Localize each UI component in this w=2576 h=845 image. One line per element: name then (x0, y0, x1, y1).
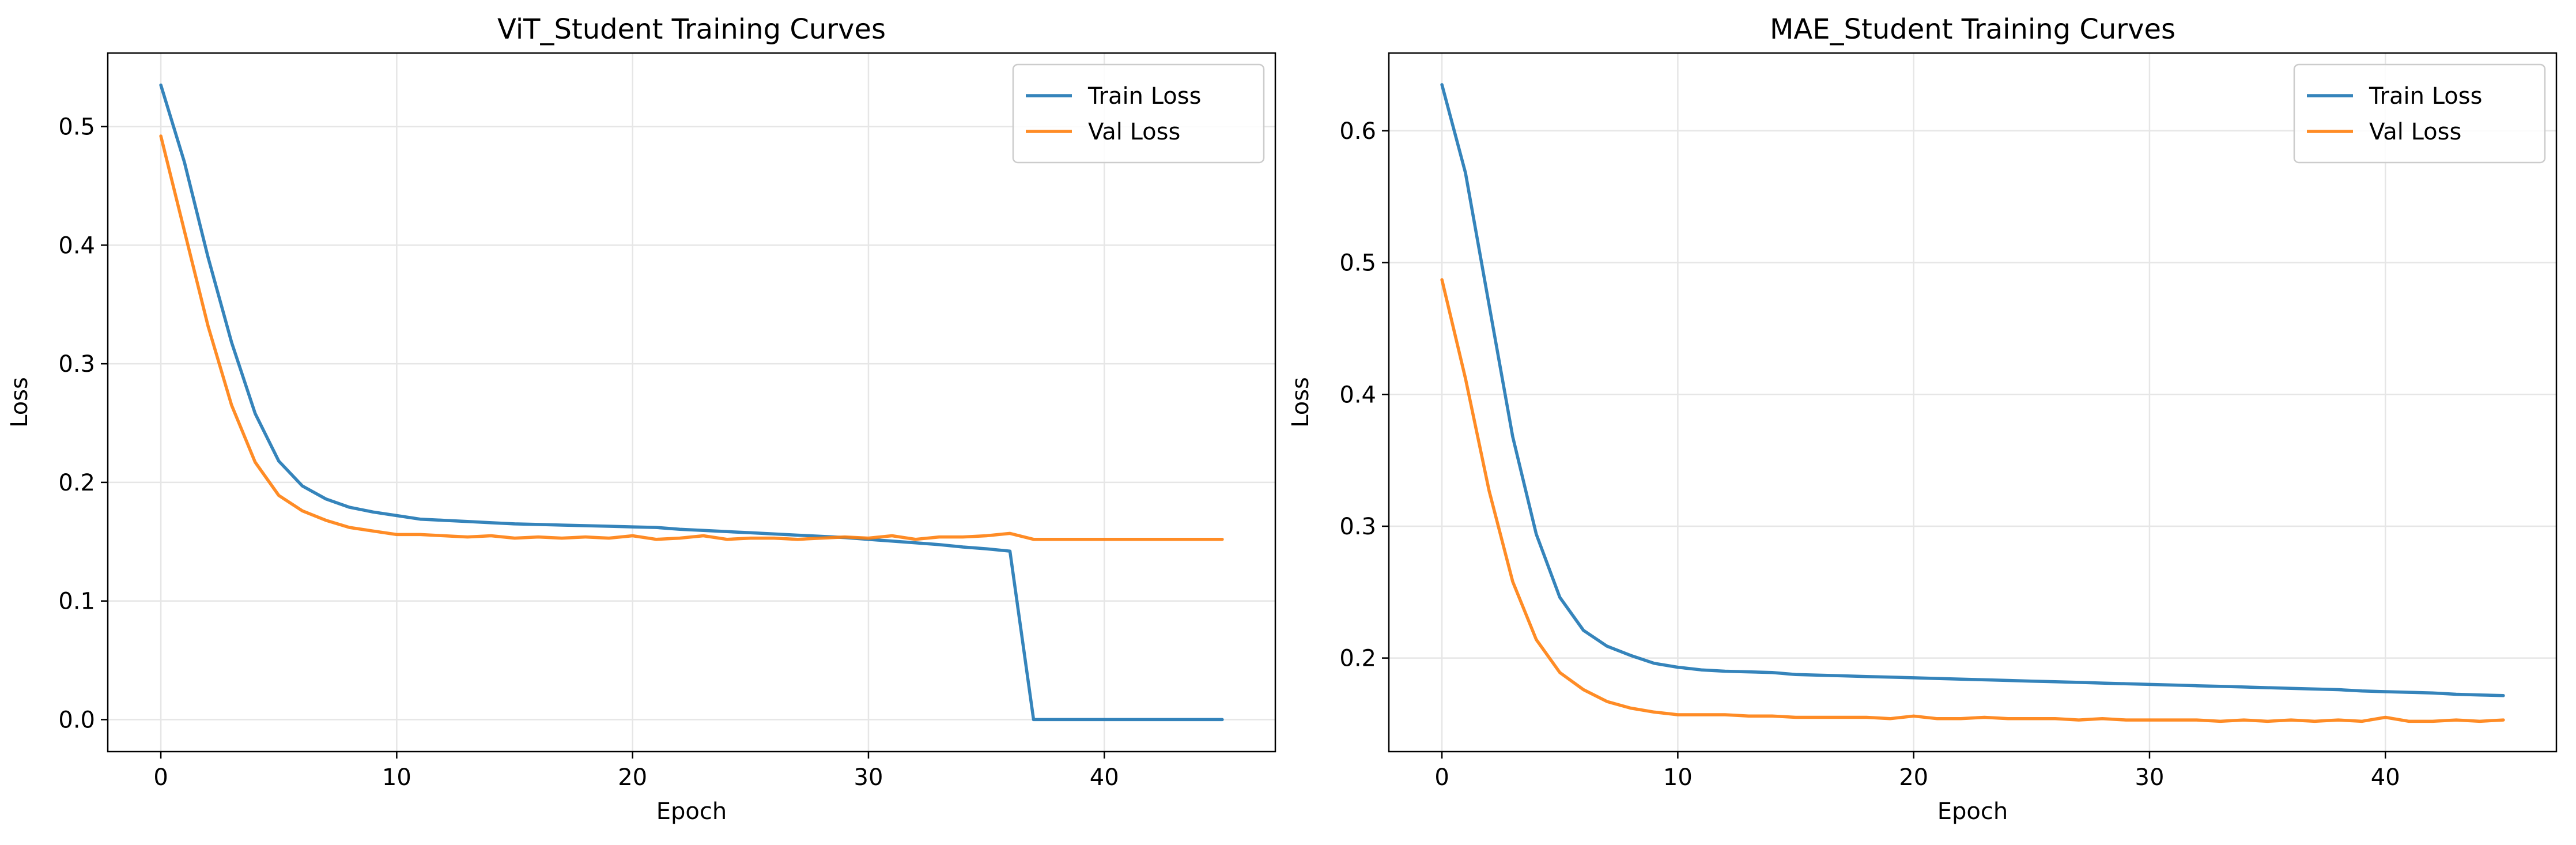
vit-student-x-tick-label-4: 40 (1090, 764, 1119, 791)
vit-student-x-axis-label: Epoch (656, 798, 727, 825)
vit-student-y-tick-label-1: 0.1 (58, 589, 95, 615)
mae-student-series-line-val-loss (1440, 278, 2505, 723)
mae-student-y-tick-label-3: 0.5 (1339, 250, 1376, 277)
vit-student-legend-label-val-loss: Val Loss (1088, 119, 1180, 145)
vit-student-plot-frame (107, 52, 1276, 753)
mae-student-legend: Train Loss Val Loss (2293, 63, 2546, 164)
mae-student-x-tick-label-2: 20 (1899, 764, 1928, 791)
mae-student-y-axis-label: Loss (1287, 377, 1314, 428)
mae-student-legend-box (2293, 63, 2546, 164)
vit-student-y-tick-label-2: 0.2 (58, 470, 95, 496)
mae-student-legend-label-train-loss: Train Loss (2369, 83, 2482, 110)
vit-student-y-axis-label: Loss (6, 377, 33, 428)
mae-student-chart: 0 10 20 30 40 0.2 0.3 0.4 0.5 0.6 MAE_Student Trai… (1287, 13, 2558, 825)
vit-student-legend-label-train-loss: Train Loss (1087, 83, 1201, 110)
mae-student-legend-label-val-loss: Val Loss (2369, 119, 2461, 145)
mae-student-series-line-train-loss (1440, 83, 2505, 697)
vit-student-legend: Train Loss Val Loss (1012, 63, 1265, 164)
vit-student-series-line-val-loss (159, 134, 1224, 541)
vit-student-legend-box (1012, 63, 1265, 164)
vit-student-x-tick-label-0: 0 (153, 764, 168, 791)
vit-student-y-tick-label-5: 0.5 (58, 114, 95, 141)
vit-student-y-tick-label-4: 0.4 (58, 232, 95, 259)
vit-student-y-tick-label-3: 0.3 (58, 351, 95, 378)
vit-student-chart-title: ViT_Student Training Curves (497, 13, 886, 46)
mae-student-y-tick-label-2: 0.4 (1339, 382, 1376, 408)
mae-student-chart-title: MAE_Student Training Curves (1770, 13, 2175, 46)
mae-student-x-tick-label-1: 10 (1663, 764, 1693, 791)
vit-student-series-line-train-loss (159, 83, 1224, 722)
mae-student-y-tick-label-0: 0.2 (1339, 646, 1376, 672)
vit-student-chart: 0 10 20 30 40 0.0 0.1 0.2 0.3 0.4 0.5 ViT_Student T… (6, 13, 1276, 825)
mae-student-y-tick-label-1: 0.3 (1339, 514, 1376, 540)
vit-student-x-tick-label-2: 20 (618, 764, 647, 791)
mae-student-x-tick-label-4: 40 (2371, 764, 2400, 791)
vit-student-x-tick-label-1: 10 (382, 764, 411, 791)
mae-student-y-tick-label-4: 0.6 (1339, 118, 1376, 145)
vit-student-y-tick-label-0: 0.0 (58, 707, 95, 733)
mae-student-x-tick-label-3: 30 (2135, 764, 2165, 791)
vit-student-x-tick-label-3: 30 (854, 764, 883, 791)
mae-student-x-tick-label-0: 0 (1434, 764, 1449, 791)
mae-student-x-axis-label: Epoch (1937, 798, 2008, 825)
mae-student-plot-frame (1388, 52, 2558, 753)
